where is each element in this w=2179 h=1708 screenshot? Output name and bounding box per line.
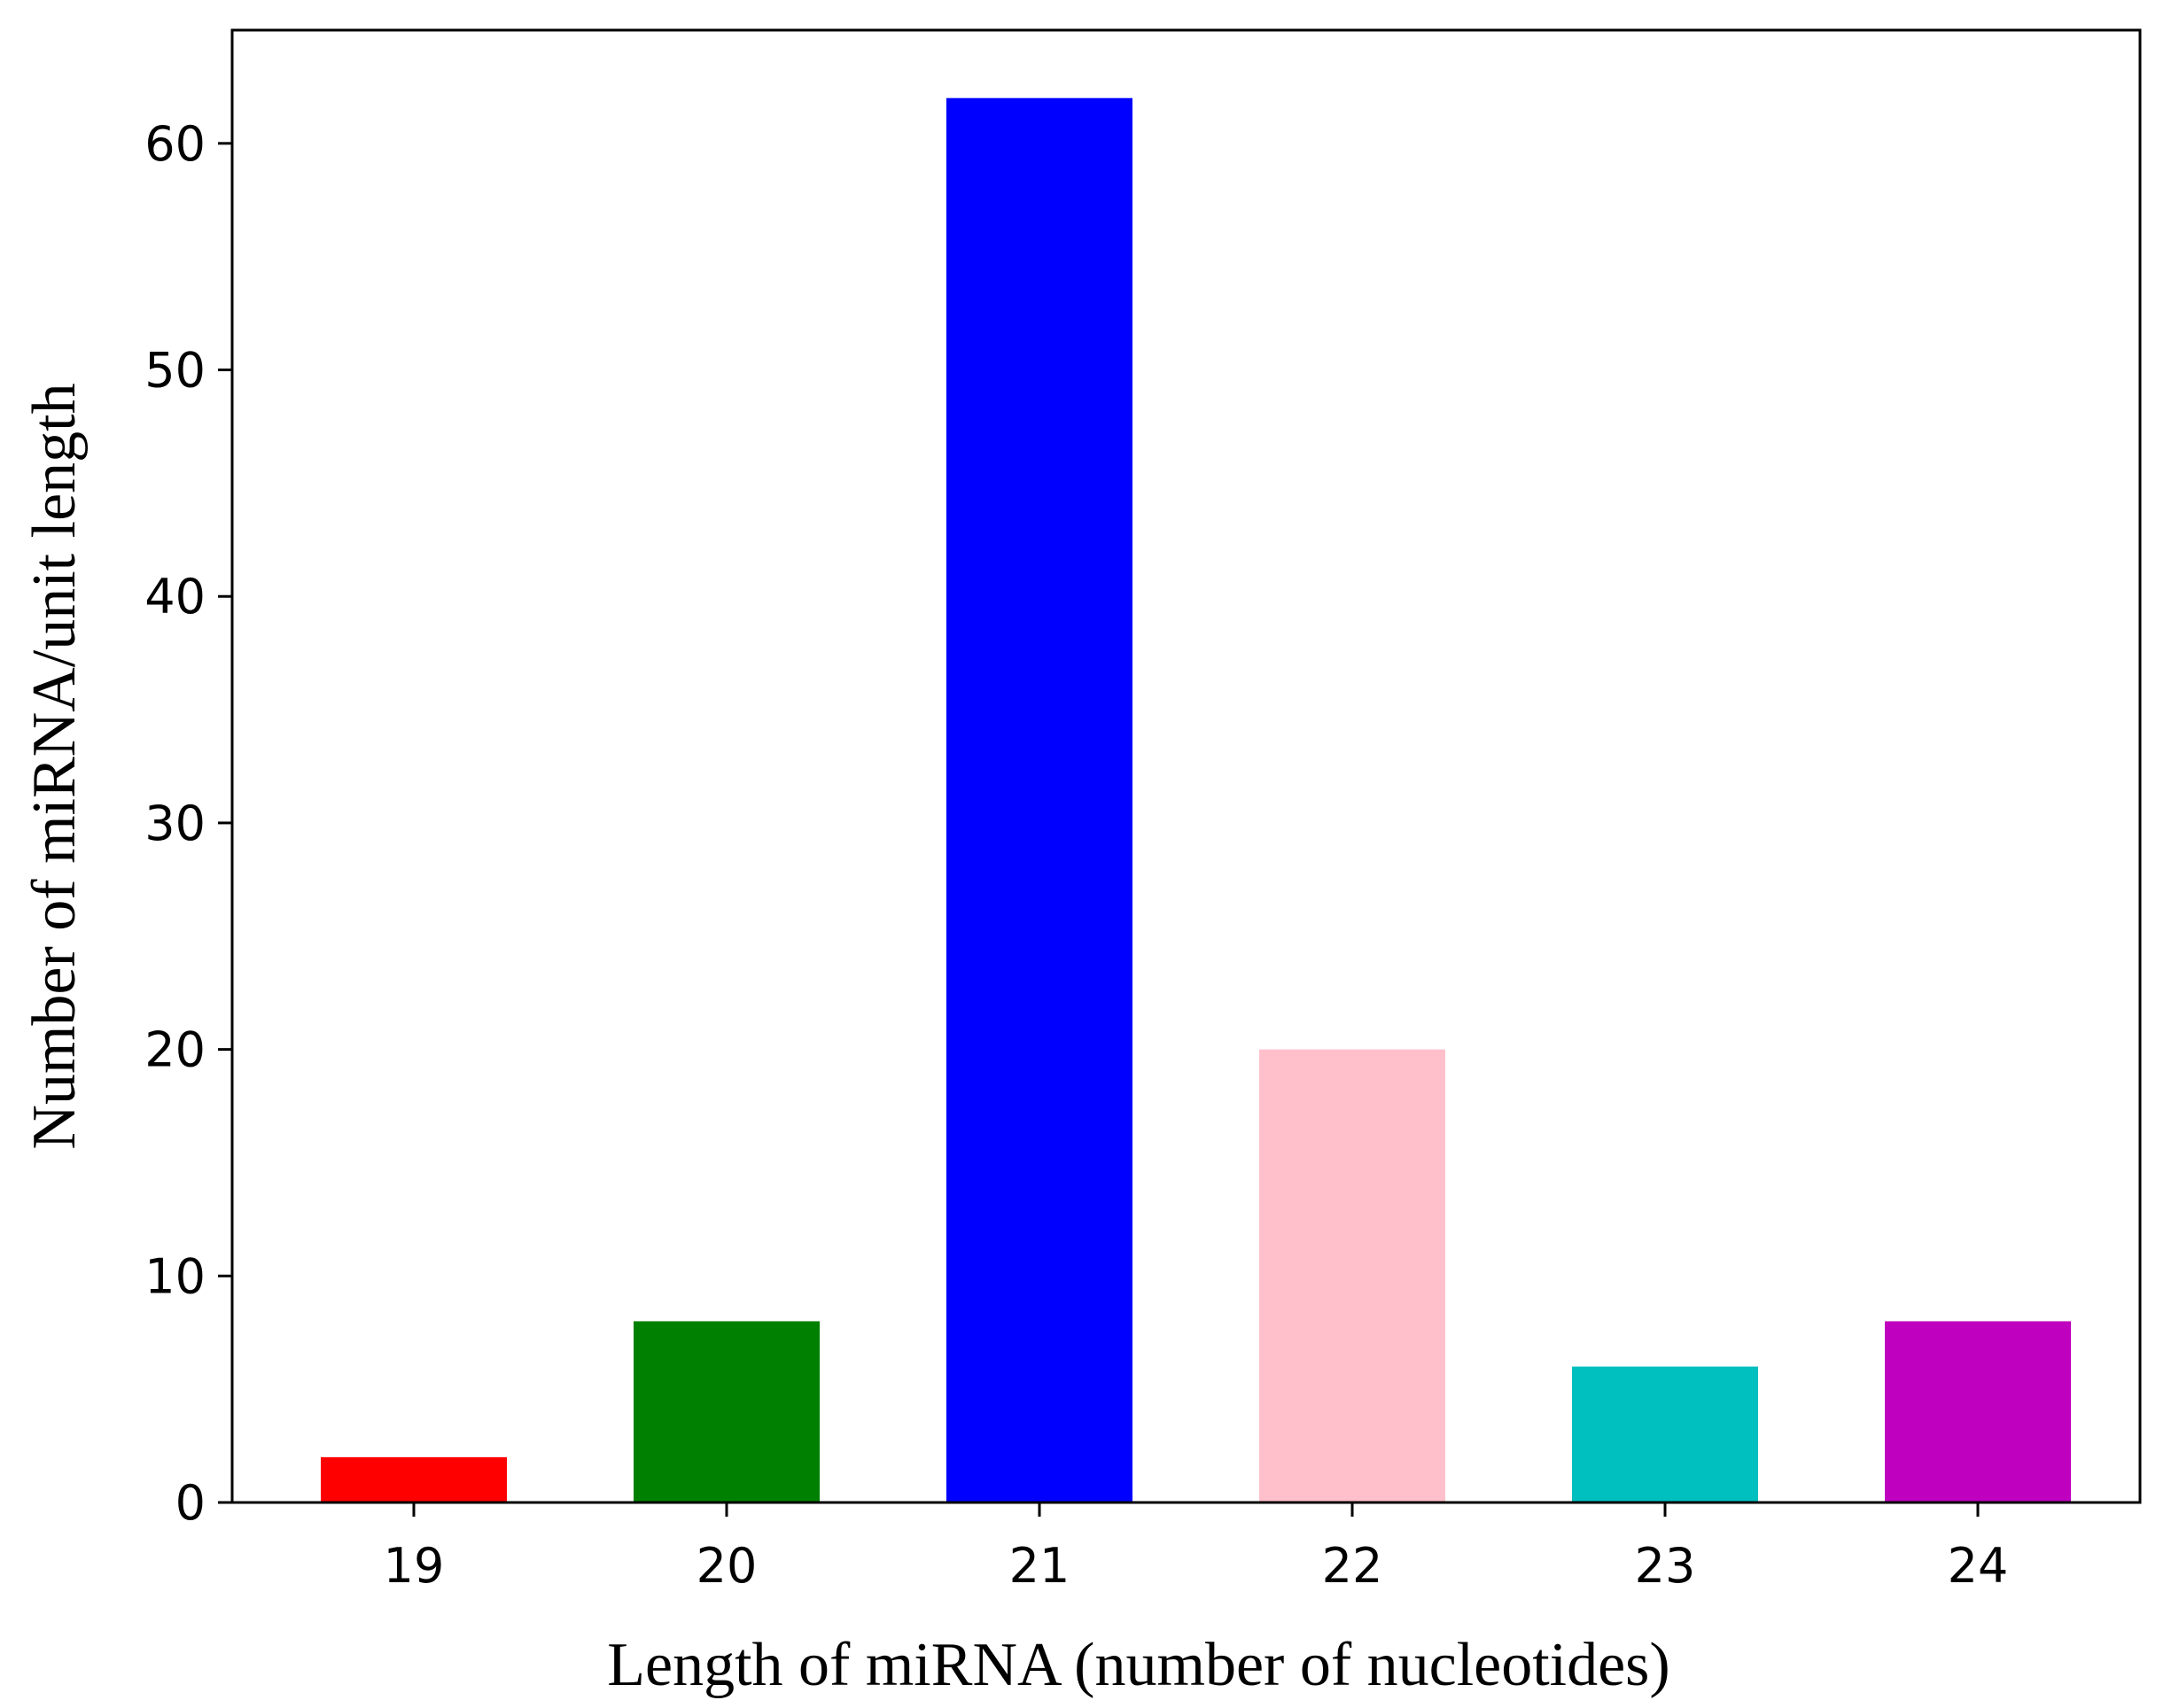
plot-frame: [230, 28, 2142, 1504]
y-tick-label-20: 20: [144, 1022, 206, 1078]
y-axis-title: Number of miRNA/unit length: [20, 383, 89, 1149]
y-tick-label-50: 50: [144, 343, 206, 399]
y-axis-ticks: 0 10 20 30 40 50 60: [144, 116, 232, 1531]
y-tick-label-60: 60: [144, 116, 206, 172]
x-axis-ticks: 19 20 21 22 23 24: [384, 1502, 2009, 1594]
bar-19: [321, 1456, 507, 1502]
x-tick-label-20: 20: [697, 1538, 758, 1594]
x-tick-label-19: 19: [384, 1538, 445, 1594]
bars-group: [321, 97, 2071, 1503]
y-tick-label-30: 30: [144, 796, 206, 851]
y-tick-label-10: 10: [144, 1248, 206, 1304]
y-tick-label-0: 0: [175, 1475, 206, 1531]
x-axis-title: Length of miRNA (number of nucleotides): [607, 1631, 1669, 1699]
x-tick-label-23: 23: [1635, 1538, 1696, 1594]
bar-21: [946, 97, 1132, 1503]
y-tick-label-40: 40: [144, 569, 206, 625]
bar-24: [1885, 1321, 2071, 1502]
bar-23: [1572, 1366, 1758, 1502]
x-tick-label-24: 24: [1948, 1538, 2009, 1594]
x-tick-label-21: 21: [1009, 1538, 1070, 1594]
bar-22: [1259, 1049, 1445, 1502]
x-tick-label-22: 22: [1322, 1538, 1383, 1594]
bar-20: [634, 1321, 820, 1502]
